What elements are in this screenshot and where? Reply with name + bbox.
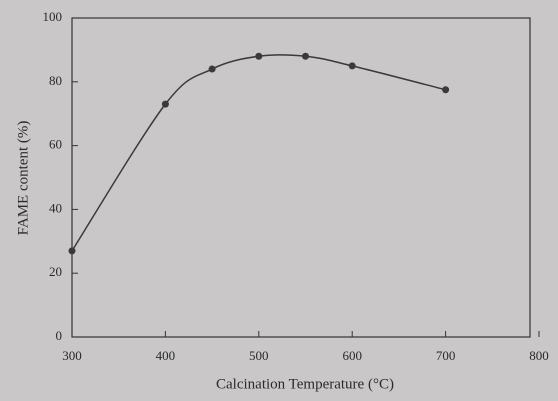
x-tick-label: 600: [342, 348, 362, 363]
x-tick-label: 300: [62, 348, 82, 363]
plot-frame: [71, 17, 531, 338]
y-tick-label: 80: [49, 73, 62, 88]
x-tick-label: 400: [156, 348, 176, 363]
data-point: [208, 65, 216, 73]
y-tick-label: 100: [43, 9, 63, 24]
data-line: [71, 54, 446, 252]
data-point: [302, 52, 309, 60]
data-point: [442, 86, 450, 94]
x-tick-label: 500: [249, 348, 269, 363]
y-tick-label: 0: [56, 328, 63, 343]
x-axis-label: Calcination Temperature (°C): [216, 376, 394, 392]
data-point: [68, 247, 76, 255]
y-tick-label: 20: [49, 264, 62, 279]
x-tick-label: 800: [529, 348, 549, 363]
y-tick-label: 40: [49, 200, 62, 215]
x-tick-label: 700: [436, 348, 456, 363]
data-point: [255, 52, 263, 60]
data-point: [348, 62, 356, 70]
data-point: [161, 100, 169, 108]
y-tick-label: 60: [49, 137, 62, 152]
y-axis-label: FAME content (%): [15, 121, 31, 236]
